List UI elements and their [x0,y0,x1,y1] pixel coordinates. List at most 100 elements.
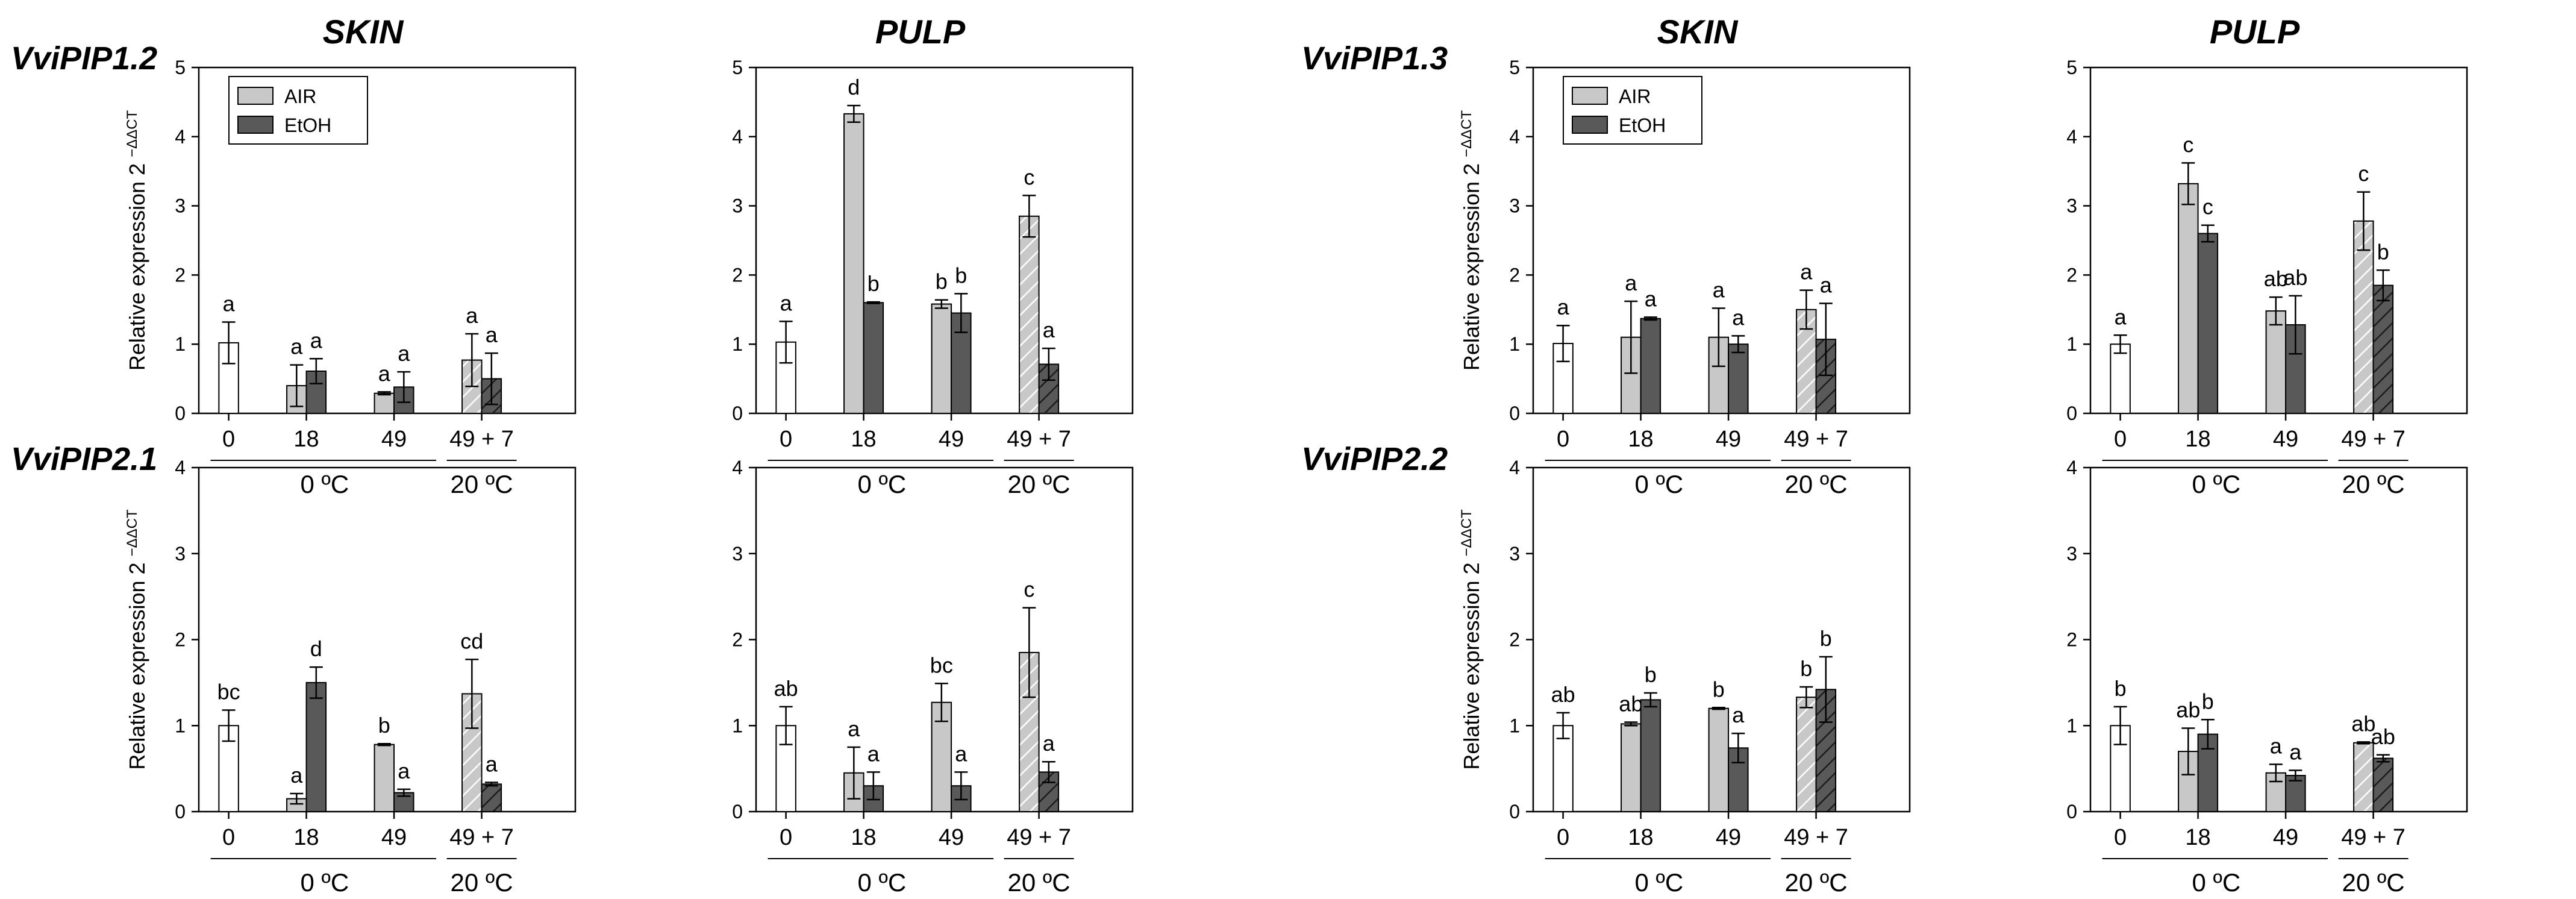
legend-label-etoh: EtOH [284,114,331,136]
significance-letter: b [1820,626,1832,651]
y-axis-label: Relative expression 2 −ΔΔCT [124,110,150,371]
bar-18-air [2178,183,2199,414]
x-category-label: 0 [222,427,235,452]
x-category-label: 49 [381,825,407,850]
y-tick-label: 0 [175,801,186,822]
x-category-label: 49 + 7 [1784,825,1848,850]
y-tick-label: 4 [2066,457,2077,478]
y-tick-label: 1 [175,333,186,355]
gene-label: VviPIP2.2 [1301,441,1448,477]
significance-letter: a [955,741,968,766]
significance-letter: a [1557,295,1570,319]
significance-letter: a [466,303,478,328]
group-label-20c: 20 ºC [1785,868,1848,897]
significance-letter: ab [2176,698,2200,722]
group-label-20c: 20 ºC [1008,470,1071,498]
bar-49-etoh [1728,343,1749,415]
significance-letter: a [290,763,303,788]
tissue-title: SKIN [323,13,404,51]
y-tick-label: 2 [2066,629,2077,651]
legend-label-etoh: EtOH [1619,114,1666,136]
bar-49+7-air [2353,220,2374,414]
y-tick-label: 5 [2066,57,2077,78]
y-tick-label: 0 [2066,801,2077,822]
y-tick-label: 4 [175,457,186,478]
group-label-0c: 0 ºC [1634,868,1683,897]
group-label-0c: 0 ºC [857,470,906,498]
significance-letter: ab [2351,711,2375,736]
y-tick-label: 2 [1509,264,1520,286]
x-category-label: 49 + 7 [1784,427,1848,452]
significance-letter: a [1645,286,1657,311]
y-axis-label: Relative expression 2 −ΔΔCT [124,509,150,770]
significance-letter: ab [1551,682,1575,707]
x-category-label: 49 + 7 [2341,427,2406,452]
significance-letter: b [936,269,948,294]
x-category-label: 49 [381,427,407,452]
y-tick-label: 0 [732,403,743,424]
y-tick-label: 1 [1509,715,1520,736]
tissue-title: PULP [2210,13,2300,51]
x-category-label: 0 [1557,825,1569,850]
x-category-label: 49 + 7 [1007,825,1071,850]
significance-letter: a [780,290,793,315]
bar-49-air [2265,310,2287,415]
significance-letter: cd [460,628,483,653]
significance-letter: b [2202,689,2214,713]
legend-label-air: AIR [1619,86,1651,107]
x-category-label: 0 [2114,427,2127,452]
group-label-20c: 20 ºC [1785,470,1848,498]
bar-18-etoh [305,681,327,812]
y-tick-label: 2 [2066,264,2077,286]
bar-49-air [1708,707,1730,812]
y-tick-label: 3 [1509,543,1520,565]
significance-letter: a [1713,278,1725,302]
y-tick-label: 1 [1509,333,1520,355]
y-tick-label: 3 [732,543,743,565]
significance-letter: ab [2283,265,2307,290]
x-category-label: 18 [2185,427,2210,452]
legend-swatch-air [237,87,274,105]
significance-letter: b [2377,239,2389,264]
x-category-label: 49 + 7 [1007,427,1071,452]
y-tick-label: 2 [175,264,186,286]
bar-49+7-air [1019,215,1040,414]
bar-18-air [1621,723,1642,813]
x-category-label: 0 [780,427,792,452]
significance-letter: a [1732,305,1745,330]
x-category-label: 18 [1628,427,1653,452]
legend-swatch-etoh [237,116,274,134]
y-tick-label: 3 [175,543,186,565]
significance-letter: a [1043,318,1055,342]
x-category-label: 0 [1557,427,1569,452]
bar-49+7-air [1796,697,1817,812]
y-tick-label: 2 [175,629,186,651]
x-category-label: 49 [2273,825,2298,850]
bar-49+7-etoh [481,783,502,812]
group-label-20c: 20 ºC [1008,868,1071,897]
group-label-0c: 0 ºC [857,868,906,897]
significance-letter: bc [930,653,953,677]
legend-label-air: AIR [284,86,316,107]
legend-swatch-etoh [1572,116,1608,134]
significance-letter: a [378,361,391,386]
significance-letter: a [1043,731,1055,756]
bar-0-0 [1552,725,1574,812]
y-tick-label: 0 [732,801,743,822]
y-tick-label: 1 [2066,715,2077,736]
bar-49+7-air [2353,742,2374,813]
x-category-label: 0 [222,825,235,850]
legend-swatch-air [1572,87,1608,105]
x-category-label: 49 [1716,825,1741,850]
significance-letter: a [868,741,880,766]
x-category-label: 0 [2114,825,2127,850]
significance-letter: a [848,716,860,741]
group-label-20c: 20 ºC [2342,868,2405,897]
significance-letter: a [398,759,410,783]
significance-letter: b [955,263,967,287]
